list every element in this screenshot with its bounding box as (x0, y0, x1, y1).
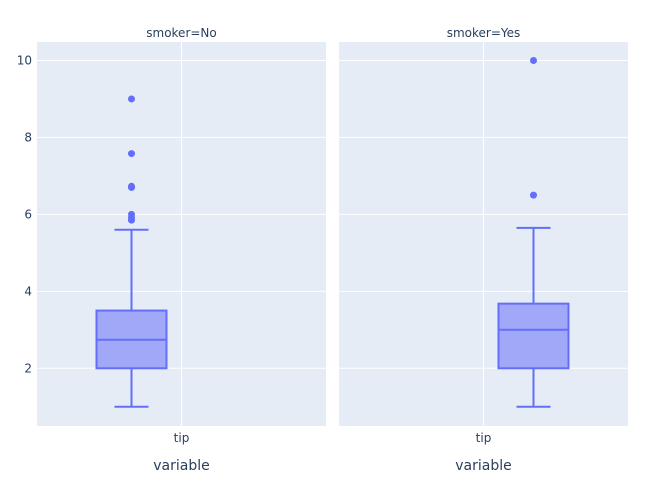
facet-2: smoker=Yes tip (339, 26, 628, 445)
y-tick-label: 10 (17, 53, 32, 67)
outlier-point (530, 191, 537, 199)
facet-title: smoker=No (146, 26, 217, 40)
y-tick-label: 8 (24, 130, 32, 144)
y-tick-label: 4 (24, 284, 32, 298)
facet-1: smoker=No tip (37, 26, 326, 445)
outlier-point (128, 95, 135, 103)
outlier-point (128, 210, 135, 218)
y-tick-label: 2 (24, 361, 32, 375)
facet-title: smoker=Yes (447, 26, 521, 40)
outlier-point (128, 150, 135, 158)
y-tick-label: 6 (24, 207, 32, 221)
x-axis-title-left: variable (153, 458, 209, 474)
outlier-point (128, 182, 135, 190)
x-tick-label: tip (174, 431, 190, 445)
outlier-point (530, 56, 537, 64)
x-tick-label: tip (476, 431, 492, 445)
x-axis-title-right: variable (455, 458, 511, 474)
iqr-box (497, 302, 570, 370)
